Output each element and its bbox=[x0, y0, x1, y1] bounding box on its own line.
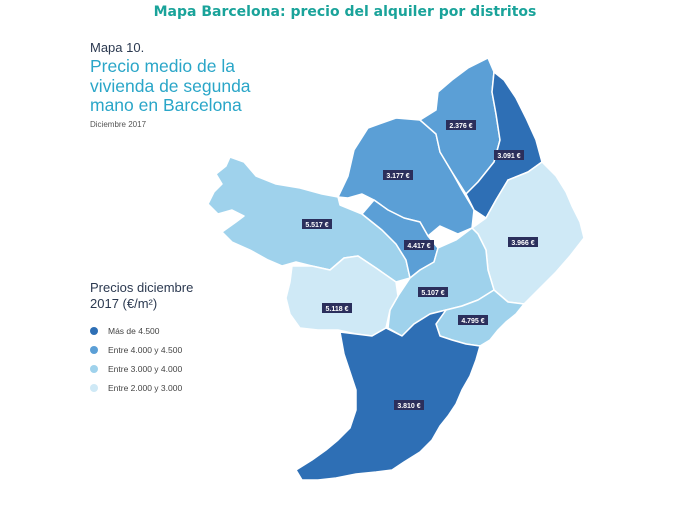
legend-items: Más de 4.500 Entre 4.000 y 4.500 Entre 3… bbox=[90, 321, 230, 397]
legend-swatch bbox=[90, 364, 98, 373]
price-label: 5.517 € bbox=[302, 219, 332, 229]
price-label: 4.795 € bbox=[458, 315, 488, 325]
map-heading-line: mano en Barcelona bbox=[90, 95, 242, 115]
legend-title-line: Precios diciembre bbox=[90, 280, 194, 295]
legend-title-line: 2017 (€/m²) bbox=[90, 296, 158, 311]
legend-item: Entre 2.000 y 3.000 bbox=[90, 378, 230, 397]
map-heading-line: vivienda de segunda bbox=[90, 75, 251, 96]
svg-text:4.795 €: 4.795 € bbox=[461, 318, 484, 325]
price-label: 3.810 € bbox=[394, 400, 424, 410]
svg-text:2.376 €: 2.376 € bbox=[449, 123, 472, 130]
legend-swatch bbox=[90, 383, 98, 392]
svg-text:5.107 €: 5.107 € bbox=[421, 290, 444, 297]
svg-text:5.118 €: 5.118 € bbox=[326, 306, 349, 313]
svg-text:3.177 €: 3.177 € bbox=[386, 173, 409, 180]
svg-text:5.517 €: 5.517 € bbox=[305, 222, 328, 229]
price-label: 3.966 € bbox=[508, 237, 538, 247]
svg-text:3.810 €: 3.810 € bbox=[397, 403, 420, 410]
svg-text:4.417 €: 4.417 € bbox=[407, 243, 430, 250]
legend-title: Precios diciembre 2017 (€/m²) bbox=[90, 280, 230, 312]
price-label: 2.376 € bbox=[446, 120, 476, 130]
legend-item-label: Entre 4.000 y 4.500 bbox=[108, 344, 183, 355]
map-heading-line: Precio medio de la bbox=[90, 56, 235, 76]
map-heading: Precio medio de la vivienda de segunda m… bbox=[90, 56, 290, 116]
price-label: 3.177 € bbox=[383, 170, 413, 180]
page-title: Mapa Barcelona: precio del alquiler por … bbox=[153, 4, 537, 20]
price-label: 5.107 € bbox=[418, 287, 448, 297]
legend-item-label: Más de 4.500 bbox=[108, 325, 160, 336]
legend-item: Entre 4.000 y 4.500 bbox=[90, 340, 230, 359]
legend-swatch bbox=[90, 345, 98, 354]
price-label: 3.091 € bbox=[494, 150, 524, 160]
svg-text:3.091 €: 3.091 € bbox=[497, 153, 520, 160]
legend-swatch bbox=[90, 326, 98, 335]
map-date: Diciembre 2017 bbox=[90, 120, 147, 129]
legend: Precios diciembre 2017 (€/m²) Más de 4.5… bbox=[90, 280, 230, 397]
legend-item: Entre 3.000 y 4.000 bbox=[90, 359, 230, 378]
svg-text:3.966 €: 3.966 € bbox=[511, 240, 534, 247]
legend-item-label: Entre 3.000 y 4.000 bbox=[108, 363, 183, 374]
price-label: 5.118 € bbox=[322, 303, 352, 313]
district-sants-montjuic[interactable] bbox=[295, 309, 481, 481]
price-label: 4.417 € bbox=[404, 240, 434, 250]
legend-item-label: Entre 2.000 y 3.000 bbox=[108, 382, 183, 393]
legend-item: Más de 4.500 bbox=[90, 321, 230, 340]
map-number: Mapa 10. bbox=[90, 40, 145, 55]
